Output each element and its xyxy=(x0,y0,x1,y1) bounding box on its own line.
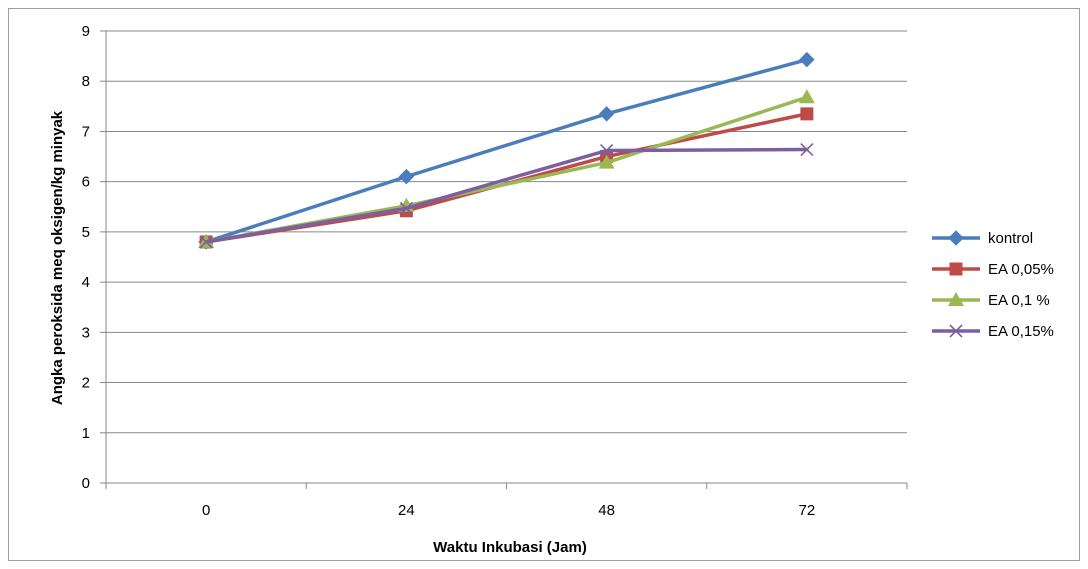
x-tick-label: 0 xyxy=(202,502,210,519)
data-point xyxy=(399,201,413,215)
y-tick-label: 5 xyxy=(82,224,90,241)
legend-marker xyxy=(949,324,963,338)
y-tick-label: 6 xyxy=(82,174,90,191)
data-point xyxy=(798,89,815,104)
chart-frame xyxy=(8,8,1080,561)
axes xyxy=(100,30,908,489)
y-tick-labels: 0 1 2 3 4 5 6 7 8 9 xyxy=(82,23,90,492)
series-group xyxy=(198,51,815,250)
data-point xyxy=(800,142,814,157)
series-3 xyxy=(199,142,814,249)
series-line xyxy=(204,147,809,244)
data-point xyxy=(199,235,213,249)
y-axis-title: Angka peroksida meq oksigen/kg minyak xyxy=(49,110,66,405)
legend-item: EA 0,1 % xyxy=(932,292,1050,309)
legend-item: kontrol xyxy=(932,230,1033,247)
legend-label: EA 0,1 % xyxy=(988,292,1050,309)
y-tick-label: 8 xyxy=(82,73,90,90)
y-tick-label: 2 xyxy=(82,375,90,392)
legend: kontrol EA 0,05% EA 0,1 % EA 0,15% xyxy=(932,230,1054,340)
y-tick-label: 1 xyxy=(82,425,90,442)
y-tick-label: 3 xyxy=(82,324,90,341)
y-tick-label: 7 xyxy=(82,123,90,140)
data-point xyxy=(799,51,815,68)
y-tick-label: 4 xyxy=(82,274,90,291)
legend-label: EA 0,05% xyxy=(988,261,1054,278)
series-line xyxy=(204,95,809,244)
data-point xyxy=(598,154,615,169)
legend-marker xyxy=(949,262,963,276)
x-tick-label: 48 xyxy=(598,502,615,519)
y-tick-label: 0 xyxy=(82,475,90,492)
y-tick-label: 9 xyxy=(82,23,90,40)
legend-item: EA 0,15% xyxy=(932,323,1054,340)
data-point xyxy=(600,143,614,158)
gridlines xyxy=(106,30,907,434)
data-point xyxy=(800,107,814,121)
data-point xyxy=(598,106,615,122)
x-tick-label: 72 xyxy=(799,502,816,519)
x-axis-title: Waktu Inkubasi (Jam) xyxy=(433,539,587,556)
series-2 xyxy=(198,89,815,248)
data-point xyxy=(398,168,415,185)
legend-item: EA 0,05% xyxy=(932,261,1054,278)
series-line xyxy=(204,57,809,244)
legend-marker xyxy=(948,292,964,306)
legend-marker xyxy=(948,230,964,246)
x-tick-labels: 0 24 48 72 xyxy=(202,502,815,519)
legend-label: kontrol xyxy=(988,230,1033,247)
legend-label: EA 0,15% xyxy=(988,323,1054,340)
x-tick-label: 24 xyxy=(398,502,415,519)
